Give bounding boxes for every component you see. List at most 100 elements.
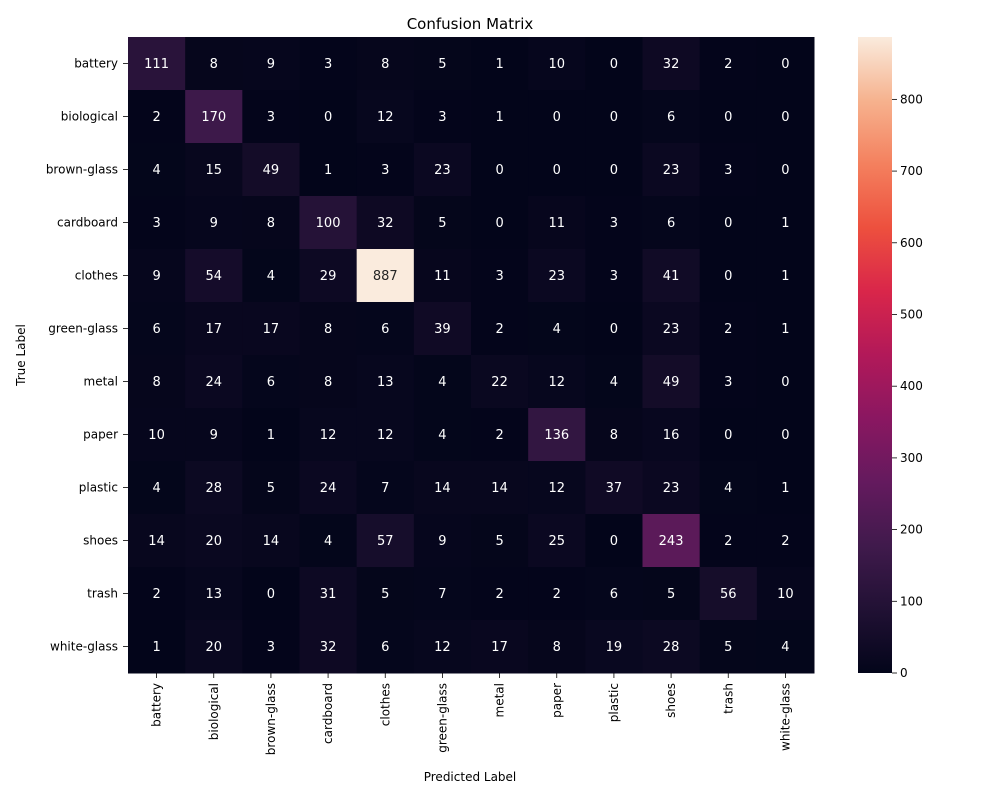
cell-value-label: 0 (781, 428, 789, 443)
heatmap-cell (185, 567, 243, 621)
cell-value-label: 20 (205, 640, 222, 655)
heatmap-cell (642, 37, 701, 91)
cell-value-label: 1 (495, 57, 503, 72)
cell-value-label: 4 (781, 640, 789, 655)
colorbar-tick-label: 100 (900, 594, 923, 608)
heatmap-cell (128, 461, 186, 515)
heatmap-cell (471, 90, 529, 144)
x-tick-label: metal (493, 683, 507, 717)
heatmap-cell (642, 408, 701, 462)
y-tick-label: trash (87, 587, 118, 601)
heatmap-cell (642, 355, 701, 409)
cell-value-label: 0 (610, 322, 618, 337)
heatmap-cell (585, 514, 643, 568)
cell-value-label: 2 (724, 57, 732, 72)
heatmap-cell (413, 196, 472, 250)
cell-value-label: 23 (434, 163, 451, 178)
x-tick-label: cardboard (321, 683, 335, 744)
heatmap-cell (528, 620, 586, 674)
colorbar-tick-label: 400 (900, 379, 923, 393)
heatmap-cell (756, 302, 815, 356)
y-tick-label: brown-glass (46, 163, 118, 177)
heatmap-cell (128, 90, 186, 144)
heatmap-cell (528, 408, 586, 462)
heatmap-cell (756, 620, 815, 674)
cell-value-label: 24 (205, 375, 222, 390)
heatmap-cell (642, 143, 701, 197)
heatmap-cell (128, 567, 186, 621)
x-tick-label: white-glass (778, 683, 792, 751)
cell-value-label: 12 (377, 110, 394, 125)
cell-value-label: 8 (381, 57, 389, 72)
heatmap-cell (528, 567, 586, 621)
heatmap-cell (299, 249, 358, 303)
cell-value-label: 49 (263, 163, 280, 178)
cell-value-label: 1 (781, 481, 789, 496)
y-axis-label: True Label (14, 324, 28, 387)
cell-value-label: 8 (324, 322, 332, 337)
cell-value-label: 111 (144, 57, 169, 72)
heatmap-cell (528, 249, 586, 303)
heatmap-cell (642, 196, 701, 250)
cell-value-label: 2 (495, 587, 503, 602)
heatmap-cell (528, 37, 586, 91)
y-tick-label: plastic (79, 481, 118, 495)
heatmap-cell (585, 567, 643, 621)
x-tick-label: battery (150, 683, 164, 727)
heatmap-cell (356, 143, 415, 197)
cell-value-label: 0 (553, 163, 561, 178)
cell-value-label: 3 (610, 269, 618, 284)
cell-value-label: 22 (491, 375, 508, 390)
heatmap-cell (299, 90, 358, 144)
cell-value-label: 13 (205, 587, 222, 602)
cell-value-label: 1 (267, 428, 275, 443)
heatmap-cell (128, 143, 186, 197)
x-tick-label: trash (721, 683, 735, 714)
cell-value-label: 12 (548, 375, 565, 390)
colorbar-tick-label: 200 (900, 523, 923, 537)
cell-value-label: 8 (267, 216, 275, 231)
cell-value-label: 3 (610, 216, 618, 231)
cell-value-label: 1 (152, 640, 160, 655)
cell-value-label: 5 (667, 587, 675, 602)
cell-value-label: 0 (267, 587, 275, 602)
y-tick-label: paper (83, 428, 118, 442)
cell-value-label: 4 (152, 163, 160, 178)
cell-value-label: 2 (152, 587, 160, 602)
heatmap-cell (756, 514, 815, 568)
cell-value-label: 6 (152, 322, 160, 337)
cell-value-label: 23 (663, 322, 680, 337)
cell-value-label: 23 (663, 163, 680, 178)
heatmap-cell (356, 514, 415, 568)
cell-value-label: 17 (205, 322, 222, 337)
cell-value-label: 3 (724, 375, 732, 390)
cell-value-label: 13 (377, 375, 394, 390)
heatmap-cell (299, 408, 358, 462)
cell-value-label: 56 (720, 587, 737, 602)
heatmap-cell (185, 620, 243, 674)
heatmap-cell (585, 249, 643, 303)
cell-value-label: 100 (316, 216, 341, 231)
heatmap-cell (471, 461, 529, 515)
colorbar-tick-label: 600 (900, 236, 923, 250)
colorbar-tick-label: 0 (900, 666, 908, 680)
cell-value-label: 17 (491, 640, 508, 655)
cell-value-label: 8 (210, 57, 218, 72)
heatmap-cell (642, 461, 701, 515)
heatmap-cell (471, 567, 529, 621)
heatmap-cell (642, 567, 701, 621)
heatmap-cell (471, 355, 529, 409)
heatmap-cell (299, 196, 358, 250)
cell-value-label: 3 (381, 163, 389, 178)
cell-value-label: 12 (377, 428, 394, 443)
cell-value-label: 3 (152, 216, 160, 231)
heatmap-cell (299, 143, 358, 197)
heatmap-cell (185, 408, 243, 462)
cell-value-label: 32 (320, 640, 337, 655)
cell-value-label: 9 (210, 428, 218, 443)
cell-value-label: 6 (267, 375, 275, 390)
cell-value-label: 39 (434, 322, 451, 337)
cell-value-label: 0 (495, 163, 503, 178)
y-tick-label: white-glass (50, 640, 118, 654)
cell-value-label: 2 (495, 428, 503, 443)
